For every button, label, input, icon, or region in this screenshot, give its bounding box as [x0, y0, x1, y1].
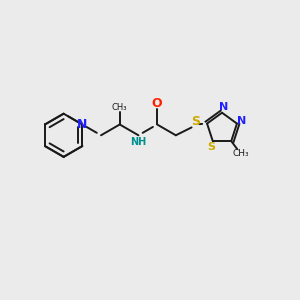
Text: O: O: [152, 97, 162, 110]
Text: S: S: [191, 115, 200, 128]
Text: NH: NH: [130, 137, 147, 147]
Text: S: S: [207, 142, 215, 152]
Text: CH₃: CH₃: [112, 103, 128, 112]
Text: N: N: [237, 116, 247, 126]
Text: N: N: [77, 118, 88, 131]
Text: CH₃: CH₃: [233, 149, 249, 158]
Text: N: N: [219, 102, 229, 112]
